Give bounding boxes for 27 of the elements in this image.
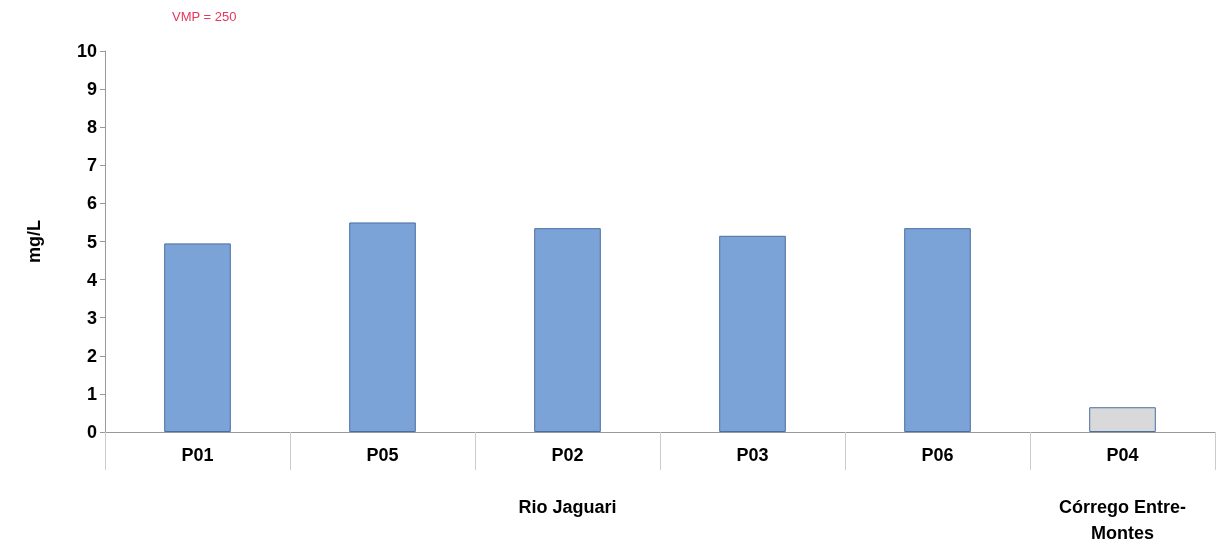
x-tick-label: P03 bbox=[736, 445, 769, 465]
x-tick-label: P05 bbox=[366, 445, 399, 465]
bar bbox=[904, 228, 971, 432]
y-tick-label: 8 bbox=[86, 117, 97, 138]
text: Córrego Entre- Montes bbox=[1058, 497, 1187, 543]
bar bbox=[719, 235, 786, 432]
x-tick-label: P06 bbox=[921, 445, 954, 465]
y-tick-label: 7 bbox=[86, 155, 97, 176]
y-tick-label: 3 bbox=[86, 307, 97, 328]
bar bbox=[349, 222, 416, 432]
y-tick-label: 5 bbox=[86, 231, 97, 252]
y-tick-label: 9 bbox=[86, 79, 97, 100]
text: Rio Jaguari bbox=[518, 497, 617, 517]
x-tick-label: P04 bbox=[1106, 445, 1139, 465]
y-tick-label: 6 bbox=[86, 193, 97, 214]
text: VMP = 250 bbox=[172, 9, 237, 24]
y-tick-label: 10 bbox=[76, 41, 97, 61]
y-tick-label: 1 bbox=[86, 383, 97, 404]
x-tick-label: P01 bbox=[181, 445, 214, 465]
bar bbox=[534, 228, 601, 432]
bar bbox=[164, 243, 231, 432]
x-tick-label: P02 bbox=[551, 445, 584, 465]
y-tick-label: 0 bbox=[86, 422, 97, 442]
y-axis-title: mg/L bbox=[24, 220, 44, 263]
y-tick-label: 4 bbox=[86, 269, 97, 290]
bar bbox=[1089, 407, 1156, 432]
y-tick-label: 2 bbox=[86, 345, 97, 366]
